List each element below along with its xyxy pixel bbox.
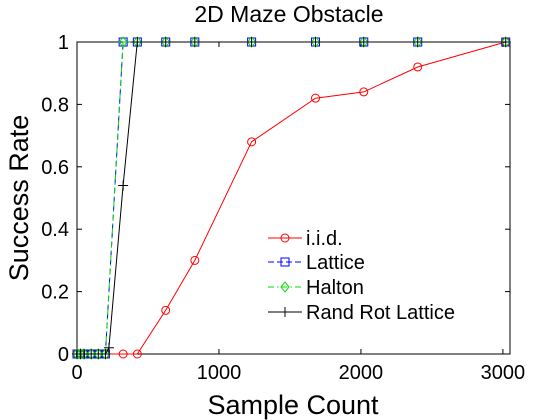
data-point-0: [311, 93, 321, 103]
data-point-3: [412, 37, 423, 47]
x-tick-label: 0: [71, 362, 82, 384]
x-tick-label: 3000: [481, 362, 526, 384]
y-tick-label: 0.2: [41, 282, 69, 304]
plot-area: 0 1000 2000 3000 0 0.2 0.4 0.6 0.8 1: [41, 32, 525, 384]
y-axis-title: Success Rate: [4, 115, 34, 282]
data-point-0: [359, 87, 369, 97]
y-tick-label: 0: [58, 344, 69, 366]
y-tick-label: 0.4: [41, 219, 69, 241]
data-point-3: [189, 37, 200, 47]
data-point-0: [190, 255, 200, 265]
x-tick-label: 2000: [339, 362, 384, 384]
legend: i.i.d.Lattice Halton Rand Rot Lattice: [268, 228, 455, 324]
y-tick-label: 1: [58, 32, 69, 54]
x-tick-label: 1000: [197, 362, 242, 384]
data-point-3: [310, 37, 321, 47]
data-point-2: [118, 36, 128, 48]
legend-label-2: Halton: [306, 277, 364, 299]
data-point-3: [358, 37, 369, 47]
data-point-3: [100, 349, 111, 359]
data-point-3: [118, 180, 129, 191]
data-point-3: [500, 37, 511, 47]
legend-label-1: Lattice: [306, 252, 365, 274]
data-point-3: [132, 37, 143, 47]
legend-marker-3: [280, 307, 290, 317]
legend-marker-2: [280, 281, 290, 293]
data-point-0: [161, 305, 171, 315]
data-point-0: [132, 349, 142, 359]
data-point-3: [103, 342, 114, 353]
y-tick-label: 0.8: [41, 94, 69, 116]
legend-marker-0: [280, 233, 290, 243]
legend-marker-1: [280, 257, 290, 267]
data-point-3: [160, 37, 171, 47]
chart-title: 2D Maze Obstacle: [194, 1, 383, 27]
data-point-3: [246, 37, 257, 47]
y-tick-label: 0.6: [41, 157, 69, 179]
data-point-0: [413, 62, 423, 72]
legend-label-3: Rand Rot Lattice: [306, 302, 455, 324]
legend-label-0: i.i.d.: [306, 228, 343, 250]
x-axis-title: Sample Count: [207, 390, 379, 420]
data-point-0: [118, 349, 128, 359]
data-point-0: [247, 137, 257, 147]
